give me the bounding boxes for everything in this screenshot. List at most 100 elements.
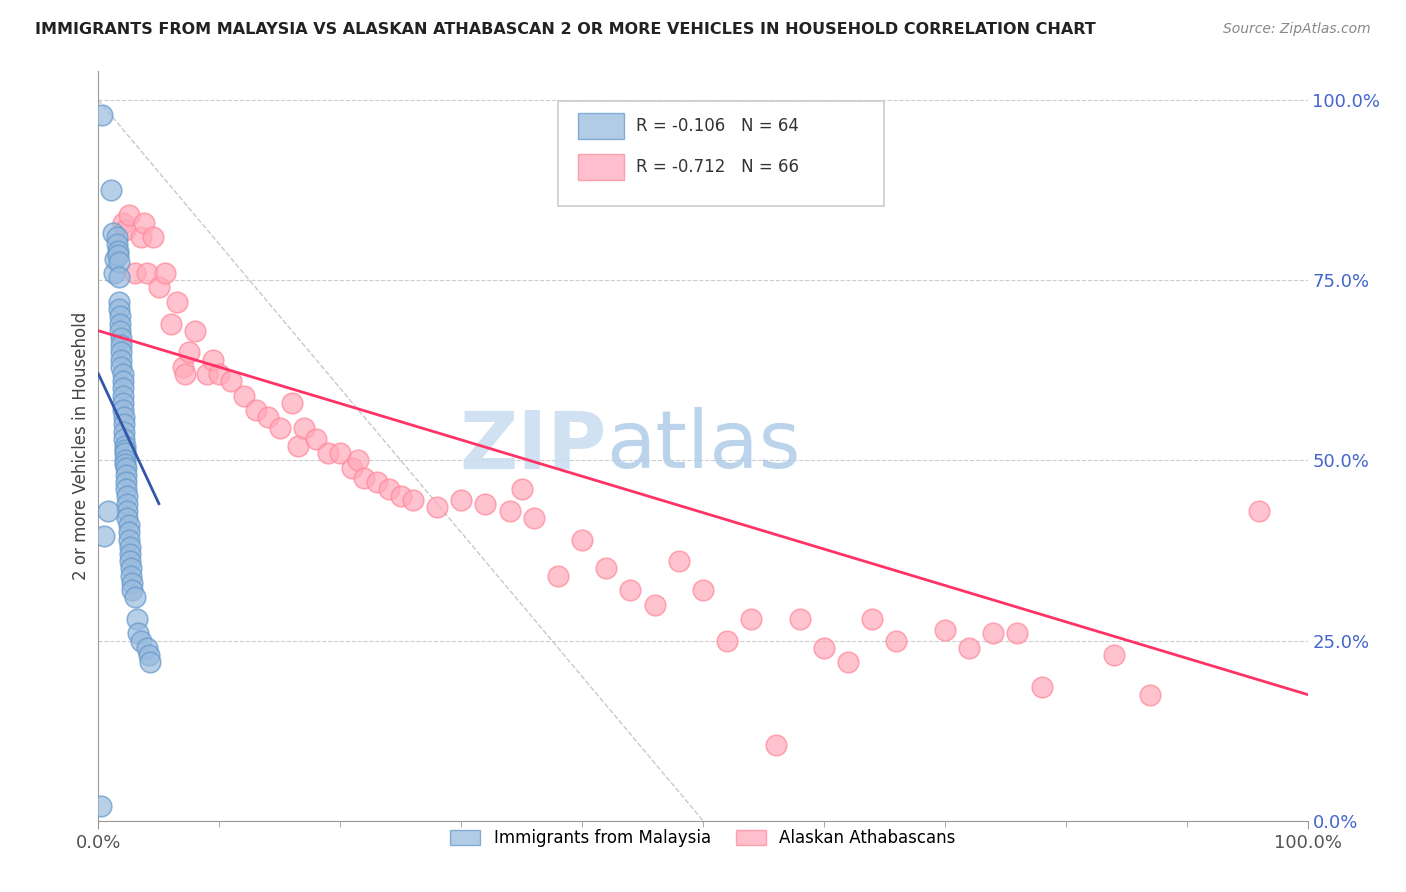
Point (134, 216, 156, 230)
Text: R = -0.106   N = 64: R = -0.106 N = 64 (637, 117, 800, 135)
Point (860, 612, 883, 626)
Point (1007, 626, 1029, 640)
Point (287, 439, 309, 453)
Point (124, 266, 146, 280)
Point (90, 799, 112, 814)
Point (813, 640, 835, 655)
Point (127, 612, 149, 626)
Legend: Immigrants from Malaysia, Alaskan Athabascans: Immigrants from Malaysia, Alaskan Athaba… (444, 822, 962, 854)
Point (108, 294, 131, 309)
Point (112, 417, 135, 432)
Point (111, 388, 134, 402)
Point (115, 482, 138, 496)
Point (1031, 681, 1053, 695)
Point (117, 497, 139, 511)
Point (765, 738, 787, 752)
Point (342, 460, 364, 475)
Point (184, 324, 207, 338)
Point (114, 453, 136, 467)
Bar (578, 153, 624, 180)
Point (103, 266, 125, 280)
Point (110, 359, 132, 374)
Point (498, 504, 520, 518)
Point (138, 648, 160, 662)
Point (135, 266, 157, 280)
Point (120, 568, 142, 582)
Point (179, 345, 201, 359)
Point (108, 302, 131, 317)
Text: ZIP: ZIP (458, 407, 606, 485)
Point (377, 482, 399, 496)
Point (353, 471, 375, 485)
Point (111, 396, 134, 410)
Point (118, 518, 141, 533)
Point (111, 374, 134, 388)
Y-axis label: 2 or more Vehicles in Household: 2 or more Vehicles in Household (72, 312, 90, 580)
Point (118, 209, 141, 223)
Point (110, 331, 132, 345)
Point (129, 230, 152, 244)
Point (118, 554, 141, 568)
Point (510, 482, 533, 496)
Point (174, 367, 197, 381)
Point (117, 490, 139, 504)
Text: Source: ZipAtlas.com: Source: ZipAtlas.com (1223, 22, 1371, 37)
Point (118, 525, 141, 540)
Point (100, 183, 122, 197)
Point (118, 540, 141, 554)
Point (1249, 504, 1271, 518)
Point (112, 432, 135, 446)
Point (111, 403, 134, 417)
Point (114, 446, 136, 460)
Point (316, 446, 339, 460)
Point (107, 248, 129, 262)
Point (256, 410, 278, 425)
Point (619, 583, 641, 598)
Point (166, 294, 188, 309)
Point (305, 432, 328, 446)
Point (148, 280, 170, 294)
Point (110, 352, 132, 367)
Point (957, 640, 980, 655)
Text: R = -0.712   N = 66: R = -0.712 N = 66 (637, 158, 800, 177)
Point (347, 453, 370, 467)
Point (111, 381, 134, 395)
Point (127, 626, 149, 640)
Point (269, 421, 291, 435)
Point (112, 425, 135, 439)
Point (571, 533, 593, 547)
Point (160, 317, 183, 331)
Point (329, 446, 352, 460)
Point (114, 457, 136, 471)
Point (886, 633, 908, 648)
Point (114, 439, 136, 453)
Text: IMMIGRANTS FROM MALAYSIA VS ALASKAN ATHABASCAN 2 OR MORE VEHICLES IN HOUSEHOLD C: IMMIGRANTS FROM MALAYSIA VS ALASKAN ATHA… (35, 22, 1095, 37)
Text: atlas: atlas (606, 407, 800, 485)
Point (450, 493, 472, 508)
Point (202, 352, 225, 367)
Point (692, 583, 714, 598)
Point (108, 324, 131, 338)
Point (91, 107, 114, 121)
Point (595, 561, 617, 575)
Point (1102, 648, 1125, 662)
Point (716, 633, 738, 648)
Point (108, 317, 131, 331)
Point (93, 529, 115, 543)
Point (108, 269, 131, 284)
Point (118, 533, 141, 547)
Point (221, 374, 243, 388)
Point (135, 640, 157, 655)
Point (115, 467, 138, 482)
Point (121, 583, 143, 598)
Point (789, 612, 811, 626)
Point (837, 655, 859, 669)
Point (108, 255, 131, 269)
Point (121, 575, 143, 590)
Point (104, 252, 127, 266)
Point (474, 497, 496, 511)
Point (101, 227, 124, 241)
Point (426, 500, 449, 515)
Point (934, 623, 956, 637)
Point (129, 633, 152, 648)
